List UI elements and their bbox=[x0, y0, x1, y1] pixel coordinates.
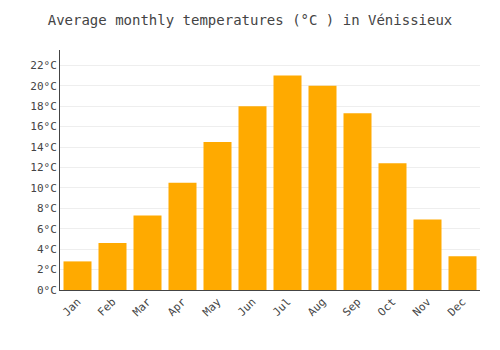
svg-text:Aug: Aug bbox=[305, 296, 328, 319]
svg-text:Mar: Mar bbox=[130, 295, 154, 319]
svg-text:Nov: Nov bbox=[410, 295, 434, 319]
svg-text:20°C: 20°C bbox=[30, 80, 57, 93]
svg-text:16°C: 16°C bbox=[30, 120, 57, 133]
svg-text:Jan: Jan bbox=[60, 296, 83, 319]
svg-text:4°C: 4°C bbox=[37, 243, 57, 256]
svg-text:Oct: Oct bbox=[375, 296, 398, 319]
svg-text:6°C: 6°C bbox=[37, 223, 57, 236]
svg-text:Jul: Jul bbox=[270, 296, 293, 319]
svg-text:12°C: 12°C bbox=[30, 161, 57, 174]
svg-text:8°C: 8°C bbox=[37, 202, 57, 215]
svg-text:22°C: 22°C bbox=[30, 59, 57, 72]
svg-text:Sep: Sep bbox=[340, 296, 363, 319]
svg-text:2°C: 2°C bbox=[37, 263, 57, 276]
svg-text:0°C: 0°C bbox=[37, 284, 57, 297]
svg-text:May: May bbox=[200, 295, 224, 319]
svg-text:18°C: 18°C bbox=[30, 100, 57, 113]
svg-text:Apr: Apr bbox=[165, 295, 189, 319]
svg-text:14°C: 14°C bbox=[30, 141, 57, 154]
svg-text:10°C: 10°C bbox=[30, 182, 57, 195]
svg-text:Jun: Jun bbox=[235, 296, 258, 319]
svg-text:Average monthly temperatures (: Average monthly temperatures (°C ) in Vé… bbox=[48, 12, 453, 28]
svg-text:Dec: Dec bbox=[445, 296, 468, 319]
svg-text:Feb: Feb bbox=[95, 296, 118, 319]
